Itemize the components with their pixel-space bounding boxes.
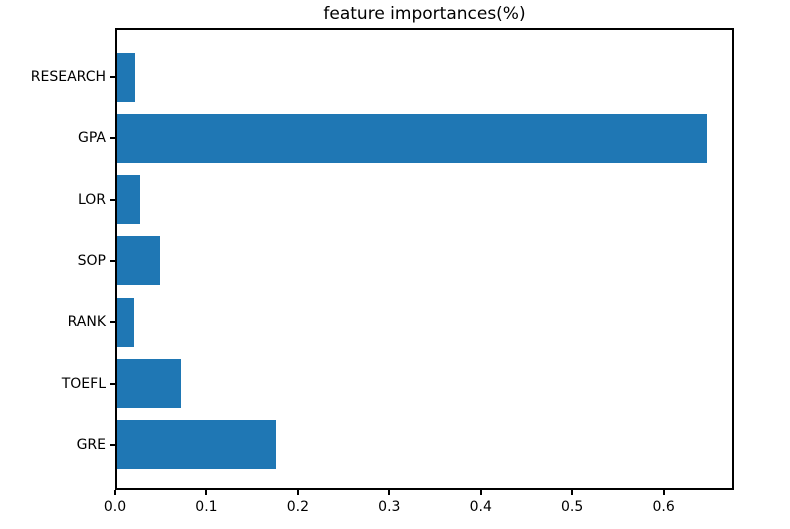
bar-gre [117, 420, 277, 470]
y-tick-label-lor: LOR [77, 191, 106, 208]
x-tick-label-0.3: 0.3 [378, 499, 401, 515]
chart-title: feature importances(%) [323, 4, 526, 24]
y-tick-mark [110, 259, 115, 262]
bar-gpa [117, 113, 707, 163]
x-tick-mark [662, 490, 665, 495]
x-tick-label-0.1: 0.1 [195, 499, 218, 515]
y-tick-mark [110, 137, 115, 140]
y-tick-label-gre: GRE [76, 436, 106, 453]
y-tick-label-sop: SOP [77, 252, 106, 269]
bar-sop [117, 236, 160, 286]
y-tick-label-toefl: TOEFL [61, 375, 106, 392]
bar-research [117, 52, 136, 102]
x-tick-label-0.2: 0.2 [286, 499, 309, 515]
x-tick-mark [296, 490, 299, 495]
y-tick-label-rank: RANK [67, 314, 106, 331]
x-tick-mark [205, 490, 208, 495]
bar-toefl [117, 359, 181, 408]
x-tick-label-0.0: 0.0 [103, 499, 127, 515]
y-tick-label-gpa: GPA [78, 130, 106, 147]
x-tick-label-0.5: 0.5 [561, 499, 584, 515]
x-tick-mark [479, 490, 482, 495]
x-tick-label-0.4: 0.4 [469, 499, 492, 515]
x-tick-mark [571, 490, 574, 495]
plot-area [115, 28, 734, 490]
y-tick-mark [110, 76, 115, 78]
x-tick-label-0.6: 0.6 [652, 499, 675, 515]
bar-rank [117, 297, 135, 347]
x-tick-mark [388, 490, 391, 495]
y-tick-label-research: RESEARCH [30, 69, 106, 85]
y-tick-mark [110, 321, 115, 324]
y-tick-mark [110, 198, 115, 201]
x-tick-mark [114, 490, 116, 495]
y-tick-mark [110, 443, 115, 446]
bar-lor [117, 175, 140, 225]
y-tick-mark [110, 382, 115, 385]
